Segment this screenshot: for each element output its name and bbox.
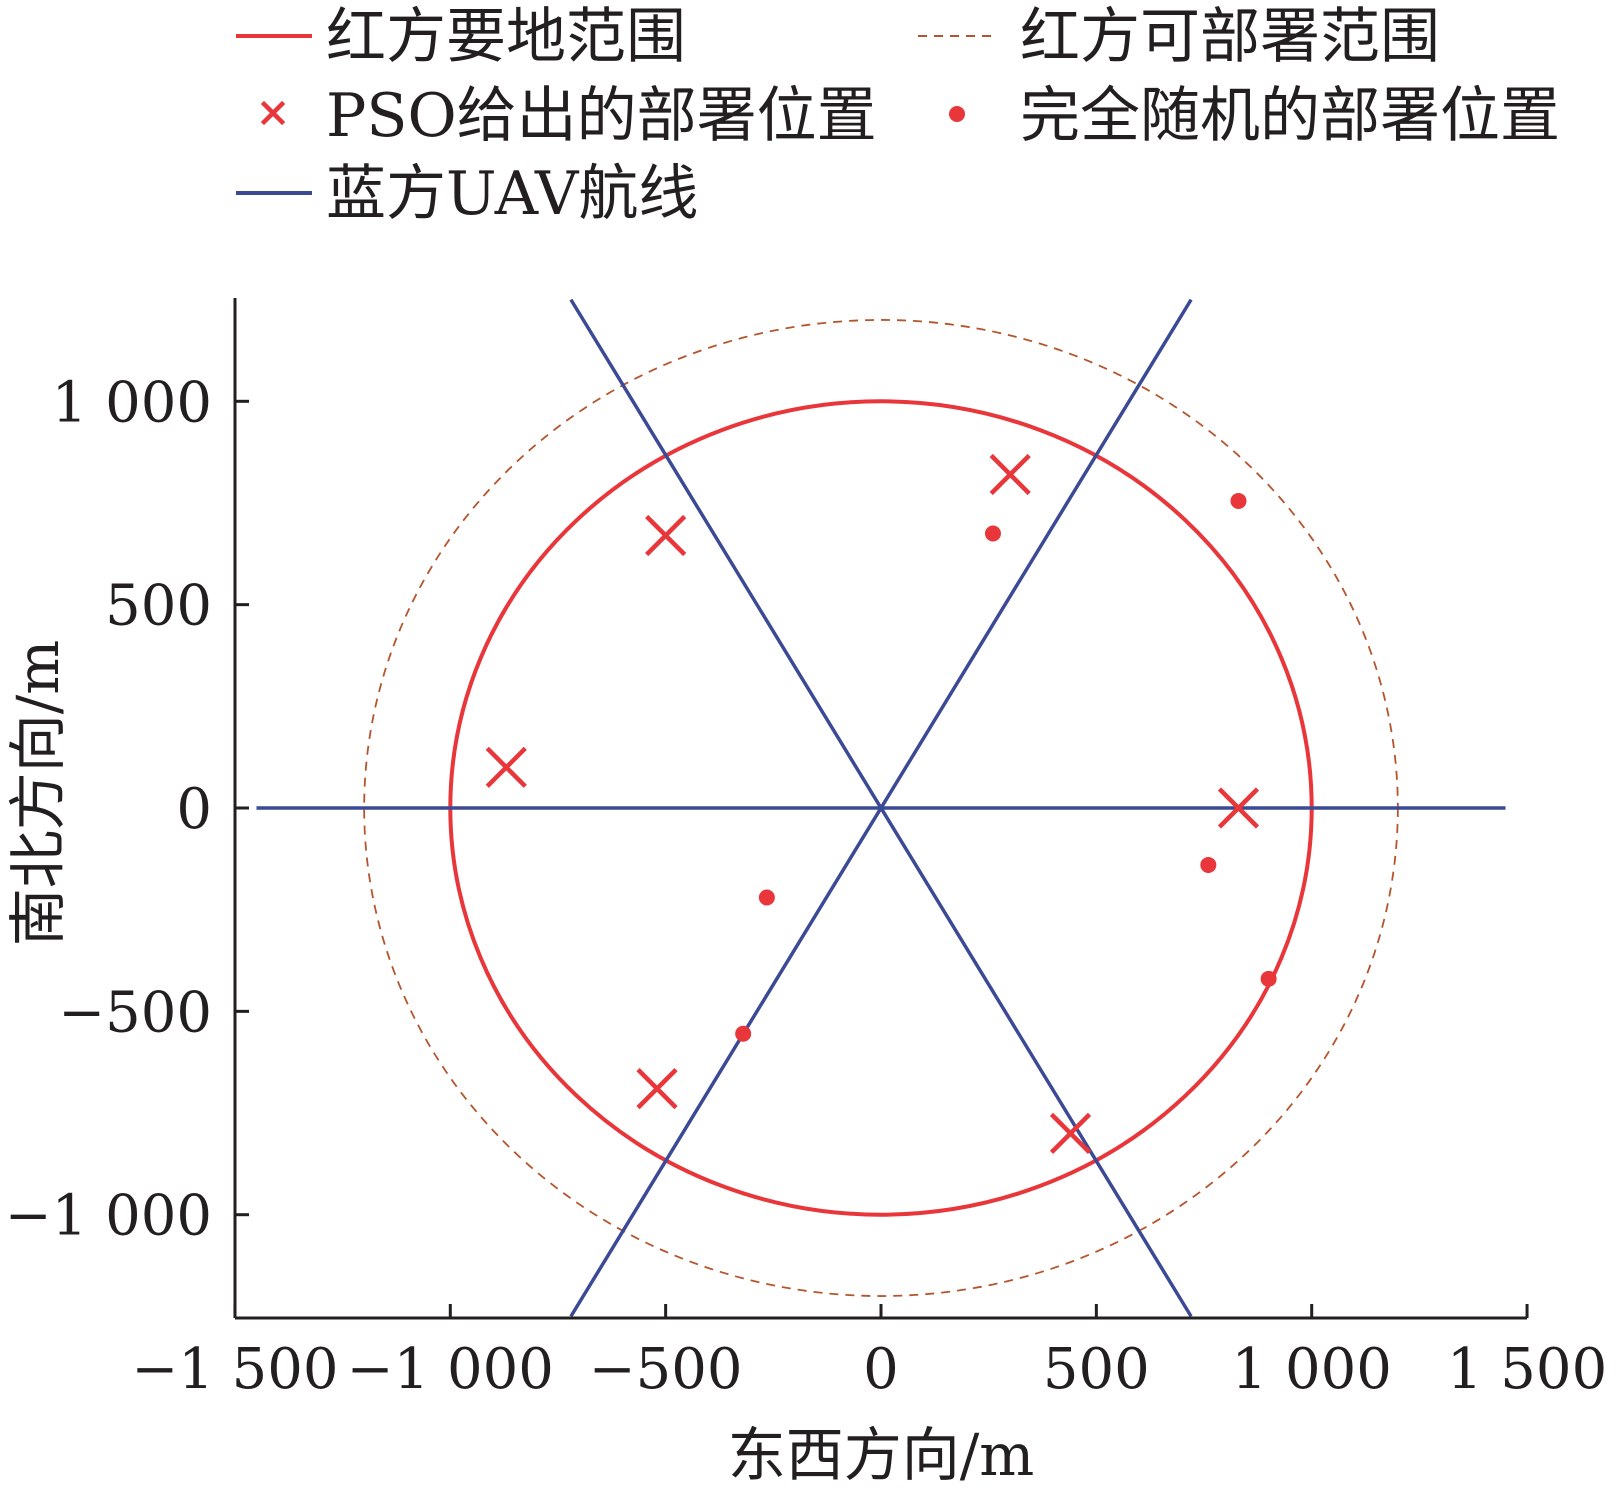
x-tick-label-3: 0	[863, 1337, 899, 1402]
x-tick-label-5: 1 000	[1232, 1337, 1392, 1402]
x-stroke-b	[645, 514, 687, 557]
x-tick-label-2: −500	[589, 1337, 743, 1402]
plot-clip-group	[256, 298, 1506, 1318]
legend-label-red-zone: 红方要地范围	[326, 2, 686, 72]
x-stroke-b	[485, 746, 527, 788]
pso-position-marker-3	[485, 746, 527, 788]
y-axis-title: 南北方向/m	[4, 640, 72, 947]
pso-position-marker-1	[645, 514, 687, 557]
pso-position-marker-6	[1049, 1112, 1092, 1154]
pso-position-marker-5	[636, 1068, 678, 1110]
y-tick-label-3: 500	[105, 574, 212, 639]
y-tick-label-0: −1 000	[5, 1184, 212, 1249]
legend-marker-dot	[949, 106, 965, 122]
uav-route-line-3	[569, 298, 1193, 1318]
legend-label-random: 完全随机的部署位置	[1020, 81, 1560, 151]
x-stroke-b	[1217, 787, 1260, 829]
random-position-dot-2	[1230, 492, 1247, 509]
x-stroke-b	[989, 453, 1031, 496]
plot-area	[256, 298, 1506, 1318]
x-tick-label-0: −1 500	[131, 1337, 338, 1402]
random-position-dot-5	[735, 1025, 752, 1042]
legend: 红方要地范围 红方可部署范围 PSO给出的部署位置 完全随机的部署位置 蓝方UA…	[236, 2, 1560, 229]
y-tick-label-4: 1 000	[52, 370, 212, 435]
x-tick-label-6: 1 500	[1447, 1337, 1607, 1402]
legend-marker-x	[260, 100, 286, 126]
random-position-dot-3	[758, 889, 775, 906]
pso-position-marker-4	[1217, 787, 1260, 829]
x-axis-title: 东西方向/m	[728, 1421, 1035, 1488]
random-position-dot-1	[984, 525, 1001, 542]
legend-label-uav: 蓝方UAV航线	[326, 159, 698, 229]
y-tick-label-1: −500	[58, 980, 212, 1045]
axes	[233, 298, 1529, 1320]
x-stroke-b	[636, 1068, 678, 1110]
pso-position-marker-2	[989, 453, 1031, 496]
legend-label-deploy-zone: 红方可部署范围	[1020, 2, 1440, 72]
random-position-dot-6	[1260, 970, 1277, 987]
x-tick-label-1: −1 000	[347, 1337, 554, 1402]
x-tick-label-4: 500	[1043, 1337, 1150, 1402]
y-tick-label-2: 0	[176, 777, 212, 842]
legend-label-pso: PSO给出的部署位置	[326, 81, 877, 151]
x-stroke-b	[1049, 1112, 1092, 1154]
random-position-dot-4	[1200, 856, 1217, 873]
